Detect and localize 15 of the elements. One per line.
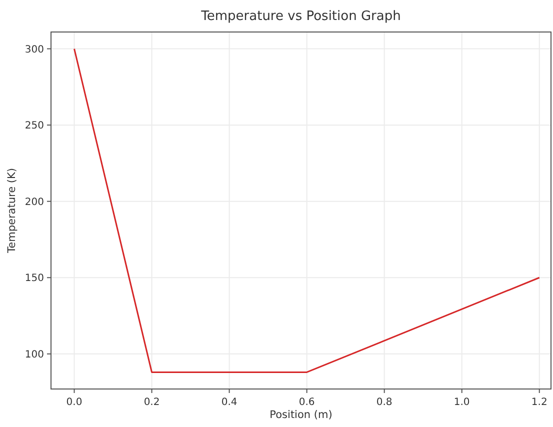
y-tick-label: 200 xyxy=(24,196,44,208)
y-tick-label: 250 xyxy=(24,120,44,132)
x-tick-label: 1.2 xyxy=(531,397,548,408)
x-tick-label: 0.2 xyxy=(144,397,160,408)
x-tick-label: 0.6 xyxy=(298,397,315,408)
x-axis-title: Position (m) xyxy=(270,409,332,421)
x-tick-label: 0.4 xyxy=(221,397,238,408)
x-tick-label: 0.0 xyxy=(66,397,82,408)
y-axis-title: Temperature (K) xyxy=(6,168,18,254)
x-tick-label: 1.0 xyxy=(454,397,470,408)
y-tick-label: 300 xyxy=(24,44,44,56)
y-tick-label: 100 xyxy=(24,349,44,360)
y-tick-label: 150 xyxy=(24,273,44,284)
chart-title: Temperature vs Position Graph xyxy=(200,9,401,24)
x-tick-label: 0.8 xyxy=(376,397,392,408)
